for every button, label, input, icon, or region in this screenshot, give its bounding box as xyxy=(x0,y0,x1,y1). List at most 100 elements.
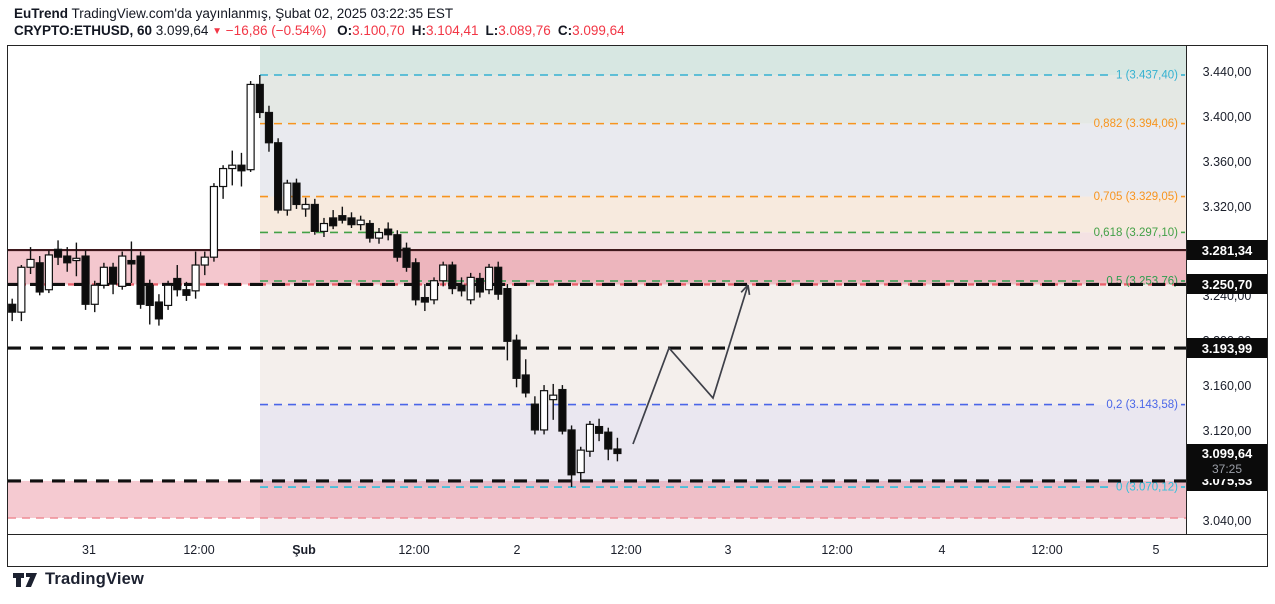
fib-level-label: 0,2 (3.143,58) xyxy=(1106,399,1178,411)
candle-body-down xyxy=(274,142,283,211)
fib-zone-fill xyxy=(260,196,1186,233)
time-scale[interactable]: 31 12:00 Şub 12:00 2 12:00 3 12:00 4 12:00 5 xyxy=(8,534,1267,566)
time-tick-label: 12:00 xyxy=(1031,543,1063,557)
candle-body-up xyxy=(549,394,558,401)
tradingview-watermark[interactable]: TradingView xyxy=(13,570,144,589)
publish-header: EuTrend TradingView.com'da yayınlanmış, … xyxy=(14,6,453,21)
candle-body-up xyxy=(200,256,209,266)
price-tick-label: 3.040,00 xyxy=(1202,513,1252,528)
candle-body-down xyxy=(604,431,613,450)
candle-body-down xyxy=(448,264,457,290)
price-scale[interactable]: 3.440,003.400,003.360,003.320,003.280,00… xyxy=(1186,46,1267,534)
candle-body-down xyxy=(145,284,154,307)
time-tick-label: 12:00 xyxy=(610,543,642,557)
candle-body-down xyxy=(530,403,539,431)
candle-body-up xyxy=(219,167,228,188)
ohlc-label: L: xyxy=(485,23,499,38)
candle-body-down xyxy=(402,247,411,268)
candle-body-down xyxy=(503,287,512,342)
candle-body-up xyxy=(228,164,237,170)
time-tick-label: 5 xyxy=(1152,543,1160,557)
candle-body-up xyxy=(72,257,81,262)
time-tick-label: Şub xyxy=(292,543,316,557)
candle-body-up xyxy=(585,423,595,452)
symbol-name: CRYPTO:ETHUSD, 60 xyxy=(14,23,153,38)
candle-body-down xyxy=(53,248,63,258)
candle-body-down xyxy=(264,111,274,144)
candle-body-down xyxy=(292,182,301,206)
candle-body-down xyxy=(365,222,374,239)
candle-body-down xyxy=(420,296,429,303)
symbol-legend: CRYPTO:ETHUSD, 60 3.099,64 ▼ −16,86 (−0.… xyxy=(14,23,625,38)
candle-body-up xyxy=(484,266,494,291)
candle-body-down xyxy=(182,289,191,296)
candle-body-up xyxy=(99,266,109,286)
candle-body-up xyxy=(26,258,35,268)
candle-body-up xyxy=(118,255,127,287)
candle-body-up xyxy=(374,231,384,239)
candle-body-up xyxy=(17,266,26,313)
chart-frame: 1 (3.437,40) 0,882 (3.394,06) 0,705 (3.329… xyxy=(7,45,1268,567)
candle-body-down xyxy=(81,255,90,305)
price-line-badge: 3.250,70 xyxy=(1187,274,1267,295)
fib-level-label: 0 (3.070,12) xyxy=(1116,482,1178,494)
trend-arrow-head xyxy=(747,284,751,296)
fib-zone-fill xyxy=(260,75,1186,124)
price-tick-label: 3.360,00 xyxy=(1202,154,1252,169)
fib-zone-fill xyxy=(260,46,1186,75)
candle-body-up xyxy=(301,203,310,210)
price-line-badge: 3.193,99 xyxy=(1187,338,1267,359)
tradingview-logo-text: TradingView xyxy=(45,570,145,588)
last-price: 3.099,64 xyxy=(155,23,209,38)
candle-body-up xyxy=(191,264,200,292)
price-tick-label: 3.400,00 xyxy=(1202,109,1252,124)
candle-body-up xyxy=(319,222,329,232)
current-price-badge: 3.099,64 37:25 xyxy=(1187,443,1267,479)
down-triangle-icon: ▼ xyxy=(212,26,223,37)
price-tick-label: 3.440,00 xyxy=(1202,65,1252,80)
ohlc-value: 3.089,76 xyxy=(498,23,551,38)
fib-level-label: 1 (3.437,40) xyxy=(1116,70,1178,82)
candle-body-down xyxy=(329,217,338,227)
fib-level-label: 0,882 (3.394,06) xyxy=(1094,118,1179,130)
chart-plot-area[interactable]: 1 (3.437,40) 0,882 (3.394,06) 0,705 (3.329… xyxy=(8,46,1186,534)
publish-info: TradingView.com'da yayınlanmış, Şubat 02… xyxy=(71,6,454,21)
ohlc-label: H: xyxy=(411,23,426,38)
ohlc-value: 3.104,41 xyxy=(425,23,479,38)
price-tick-label: 3.120,00 xyxy=(1202,424,1252,439)
candle-body-down xyxy=(393,234,402,258)
candle-body-down xyxy=(494,266,503,295)
ohlc-label: O: xyxy=(337,23,353,38)
candle-body-down xyxy=(613,448,622,455)
candle-body-down xyxy=(475,277,484,293)
fib-zone-fill xyxy=(260,404,1186,488)
candle-body-down xyxy=(347,217,356,226)
candle-body-down xyxy=(310,203,319,232)
candle-body-up xyxy=(246,83,255,171)
candle-body-up xyxy=(283,182,292,211)
candle-body-down xyxy=(255,83,264,114)
candle-body-up xyxy=(44,254,53,291)
candle-body-down xyxy=(512,339,521,379)
candle-body-down xyxy=(237,164,246,172)
fib-zone-fill xyxy=(260,281,1186,405)
candle-body-down xyxy=(558,388,567,432)
ohlc-label: C: xyxy=(557,23,573,38)
candle-body-down xyxy=(154,301,164,320)
fib-zone-fill xyxy=(260,487,1186,534)
current-price-value: 3.099,64 xyxy=(1201,446,1253,462)
tradingview-logo-icon xyxy=(13,572,37,587)
candle-body-down xyxy=(521,374,530,394)
candle-body-up xyxy=(90,284,99,305)
candle-body-down xyxy=(35,262,44,293)
trend-arrow-line xyxy=(632,284,749,445)
candle-body-down xyxy=(384,228,393,236)
candle-body-down xyxy=(108,266,118,285)
candle-body-down xyxy=(567,429,576,476)
ohlc-value: 3.100,70 xyxy=(352,23,405,38)
author-name: EuTrend xyxy=(14,6,69,21)
candle-body-down xyxy=(173,277,182,291)
price-line-badge: 3.281,34 xyxy=(1187,240,1267,261)
time-tick-label: 4 xyxy=(938,543,946,557)
candle-body-down xyxy=(136,255,145,305)
